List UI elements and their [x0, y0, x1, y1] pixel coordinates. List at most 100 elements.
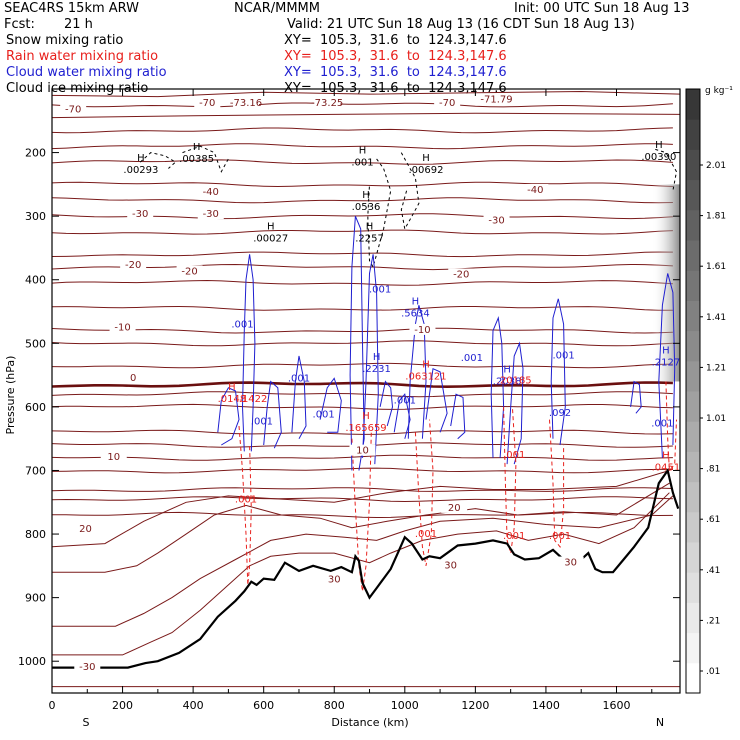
temp-label-bg — [314, 96, 341, 108]
rain-water-contour — [549, 419, 565, 549]
temp-label-bg — [120, 372, 147, 384]
colorbar-tick-label: .81 — [706, 465, 720, 475]
temperature-label: -73.25 — [311, 98, 343, 109]
colorbar-tick-label: 2.01 — [706, 161, 726, 171]
rain-water-contour — [414, 419, 434, 566]
snow-ice-contour — [139, 152, 177, 169]
rain-water-label: .0148 — [218, 394, 247, 405]
temperature-label: 0 — [130, 373, 136, 384]
colorbar-bin — [686, 511, 700, 543]
cloud-water-contour — [241, 254, 256, 452]
isotherm-line — [52, 495, 674, 627]
isotherm-line — [51, 229, 673, 235]
cloud-water-contour — [550, 298, 566, 446]
rain-water-label: .063121 — [405, 372, 446, 383]
colorbar-tick-label: 1.61 — [706, 262, 726, 272]
temperature-label: -70 — [199, 98, 215, 109]
colorbar-bin — [686, 270, 700, 301]
isotherm-line — [52, 492, 670, 656]
temp-label-bg — [197, 185, 224, 197]
colorbar-bin — [686, 632, 700, 664]
temperature-label: -30 — [488, 216, 504, 227]
colorbar-bin — [686, 481, 700, 513]
temp-label-bg — [194, 96, 221, 108]
temperature-label: -10 — [114, 322, 130, 333]
snow-ice-high-marker: H — [267, 222, 275, 233]
temp-label-bg — [109, 321, 136, 333]
rain-water-label: .20185 — [497, 375, 532, 386]
temp-label-bg — [448, 268, 475, 280]
freezing-level-line — [51, 381, 673, 389]
org-name: NCAR/MMMM — [234, 1, 320, 16]
cloud-water-label: .2231 — [362, 364, 391, 375]
cloud-water-contour — [263, 380, 282, 449]
temperature-label: -30 — [79, 662, 95, 673]
isotherm-line — [51, 391, 673, 398]
snow-ice-contour — [182, 145, 229, 173]
rain-water-high-marker: H — [422, 360, 430, 371]
left-endpoint: S — [83, 716, 90, 729]
isotherm-line — [51, 511, 673, 519]
snow-ice-high-marker: H — [362, 190, 370, 201]
isotherm-line — [51, 159, 673, 165]
temperature-label: -20 — [453, 270, 469, 281]
isotherm-line — [51, 429, 673, 435]
field-cloud-name: Cloud water mixing ratio — [6, 65, 167, 80]
cloud-water-contour — [630, 380, 642, 414]
temperature-label: -70 — [65, 104, 81, 115]
y-tick-label: 800 — [25, 528, 46, 541]
rain-water-high-marker: H — [228, 382, 236, 393]
y-tick-label: 300 — [25, 210, 46, 223]
colorbar-tick-label: .21 — [706, 616, 720, 626]
rain-water-label: .001 — [503, 531, 525, 542]
cloud-water-label: .001 — [369, 284, 391, 295]
colorbar-tick-label: 1.01 — [706, 414, 726, 424]
valid-time: Valid: 21 UTC Sun 18 Aug 13 (16 CDT Sun … — [287, 17, 635, 32]
y-tick-label: 1000 — [18, 655, 46, 668]
snow-ice-label: .00692 — [408, 165, 443, 176]
temp-label-bg — [72, 522, 99, 534]
snow-ice-high-marker: H — [359, 145, 367, 156]
x-tick-label: 1400 — [532, 699, 560, 712]
cloud-water-contour — [407, 305, 427, 439]
x-tick-label: 800 — [324, 699, 345, 712]
temperature-label: -73.16 — [230, 98, 262, 109]
temp-label-bg — [437, 559, 464, 571]
snow-ice-contour — [367, 158, 392, 269]
field-snow-xy: XY= 105.3, 31.6 to 124.3,147.6 — [284, 33, 507, 48]
snow-ice-contour — [655, 148, 678, 191]
temp-label-bg — [349, 444, 376, 456]
field-rain-name: Rain water mixing ratio — [6, 49, 159, 64]
colorbar-tick-label: .61 — [706, 515, 720, 525]
cloud-water-contour — [490, 316, 505, 458]
colorbar-bin — [686, 119, 700, 150]
temp-label-bg — [127, 208, 154, 220]
snow-ice-contour — [400, 152, 420, 231]
y-tick-label: 600 — [25, 401, 46, 414]
isotherm-line — [51, 251, 673, 258]
cloud-water-label: .001 — [461, 353, 483, 364]
x-tick-label: 0 — [49, 699, 56, 712]
cloud-water-high-marker: H — [662, 346, 670, 357]
colorbar-bin — [686, 300, 700, 332]
x-tick-label: 1000 — [391, 699, 419, 712]
isotherm-line — [51, 102, 673, 108]
temp-label-bg — [120, 259, 147, 271]
fcst-value: 21 h — [64, 17, 93, 32]
temperature-label: -40 — [203, 187, 219, 198]
cloud-water-high-marker: H — [412, 297, 420, 308]
temperature-label: 10 — [107, 452, 120, 463]
isotherm-line — [51, 197, 673, 204]
snow-ice-high-marker: H — [655, 140, 663, 151]
colorbar-bin — [686, 602, 700, 634]
temperature-label: -20 — [181, 266, 197, 277]
temp-label-bg — [434, 96, 461, 108]
x-tick-label: 600 — [253, 699, 274, 712]
rain-water-label: .001 — [415, 529, 437, 540]
cloud-water-contour — [379, 380, 394, 427]
temp-label-bg — [557, 556, 584, 568]
temp-label-bg — [522, 183, 549, 195]
temperature-label: -70 — [439, 98, 455, 109]
temperature-label: -20 — [125, 260, 141, 271]
isotherm-line — [51, 487, 673, 492]
